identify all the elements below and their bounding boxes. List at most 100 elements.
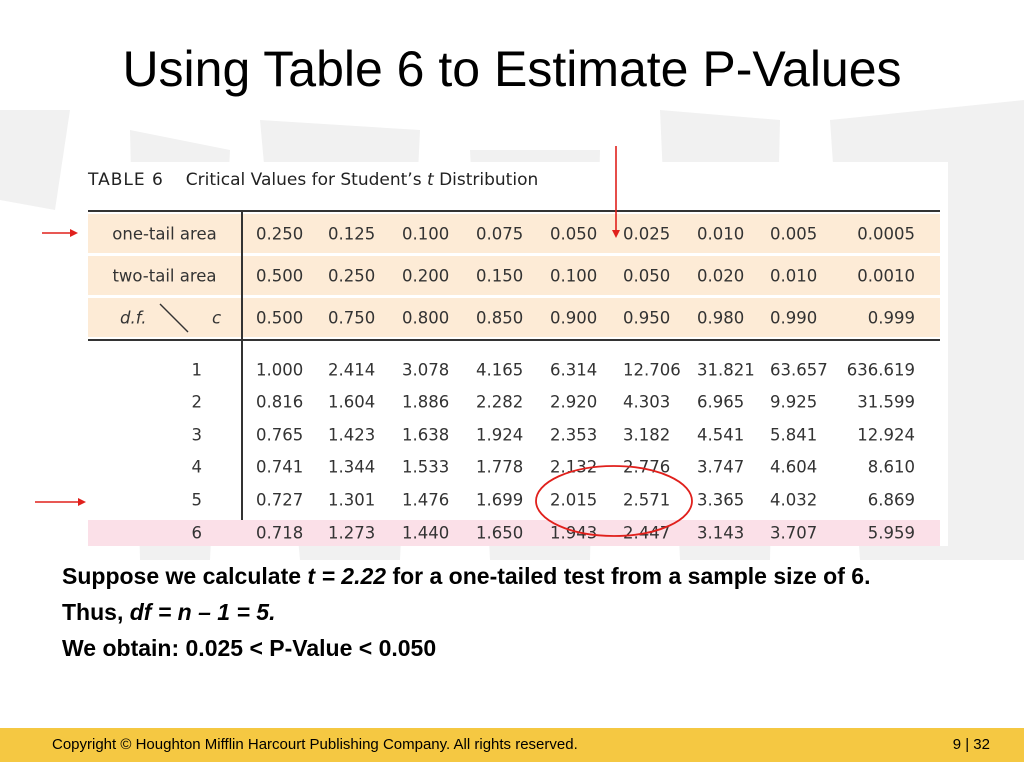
table-cell: 2.447: [623, 523, 671, 543]
explanation-line-1: Suppose we calculate t = 2.22 for a one-…: [62, 563, 871, 589]
table-row: 5 0.727 1.301 1.476 1.699 2.015 2.571 3.365 4.03…: [88, 487, 940, 513]
df-c-diagonal: [159, 303, 189, 333]
table-cell: 2.282: [476, 392, 524, 412]
table-cell: 31.821: [697, 360, 755, 380]
table-cell: 4.032: [770, 490, 818, 510]
table-cell: 0.850: [476, 308, 524, 327]
table-cell: 4.541: [697, 425, 745, 445]
table-cell: 1.778: [476, 457, 524, 477]
table-cell: 3.747: [697, 457, 745, 477]
table-cell: 0.150: [476, 266, 524, 285]
table-row: 3 0.765 1.423 1.638 1.924 2.353 3.182 4.541 5.84…: [88, 422, 940, 448]
table-cell: 0.010: [770, 266, 818, 285]
table-cell: 2.571: [623, 490, 671, 510]
table-caption-variable: t: [426, 170, 434, 190]
table-cell: 0.750: [328, 308, 376, 327]
table-cell: 2.015: [550, 490, 598, 510]
table-cell: 0.125: [328, 224, 376, 243]
table-cell: 0.900: [550, 308, 598, 327]
table-cell: 0.500: [256, 308, 304, 327]
one-tail-row: one-tail area 0.250 0.125 0.100 0.075 0.050 0…: [88, 214, 940, 253]
table-cell: 0.0010: [857, 266, 915, 285]
table-cell: 5.959: [867, 523, 915, 543]
table-cell: 0.999: [867, 308, 915, 327]
table-cell: 636.619: [846, 360, 915, 380]
footer-bar: Copyright © Houghton Mifflin Harcourt Pu…: [0, 728, 1024, 762]
c-header: c: [212, 308, 222, 327]
table-cell: 0.741: [256, 457, 304, 477]
table-cell: 1.533: [402, 457, 450, 477]
one-tail-label: one-tail area: [112, 224, 217, 243]
table-cell: 8.610: [867, 457, 915, 477]
table-cell: 1.476: [402, 490, 450, 510]
table-cell: 0.950: [623, 308, 671, 327]
df-cell: 2: [191, 392, 203, 412]
table-cell: 0.200: [402, 266, 450, 285]
table-cell: 1.650: [476, 523, 524, 543]
explanation-text: Suppose we calculate t = 2.22 for a one-…: [62, 562, 962, 670]
table-row: 2 0.816 1.604 1.886 2.282 2.920 4.303 6.965 9.92…: [88, 389, 940, 415]
table-cell: 12.924: [857, 425, 915, 445]
table-cell: 0.025: [623, 224, 671, 243]
df-cell: 6: [191, 523, 203, 543]
confidence-row: d.f. c 0.500 0.750 0.800 0.850 0.900 0.950 0.9…: [88, 298, 940, 337]
table-cell: 6.314: [550, 360, 598, 380]
table-cell: 0.250: [256, 224, 304, 243]
two-tail-row: two-tail area 0.500 0.250 0.200 0.150 0.100 0…: [88, 256, 940, 295]
df-cell: 3: [191, 425, 203, 445]
df-cell: 4: [191, 457, 203, 477]
table-cell: 0.0005: [857, 224, 915, 243]
table-cell: 0.500: [256, 266, 304, 285]
table-cell: 0.816: [256, 392, 304, 412]
table-cell: 2.920: [550, 392, 598, 412]
table-cell: 2.353: [550, 425, 598, 445]
table-cell: 12.706: [623, 360, 681, 380]
table-cell: 1.000: [256, 360, 304, 380]
table-caption-suffix: Distribution: [439, 170, 539, 190]
table-cell: 63.657: [770, 360, 828, 380]
table-header-rule: [88, 339, 940, 341]
table-cell: 3.365: [697, 490, 745, 510]
two-tail-label: two-tail area: [112, 266, 217, 285]
table-cell: 0.100: [402, 224, 450, 243]
table-cell: 31.599: [857, 392, 915, 412]
df-cell: 5: [191, 490, 203, 510]
df-header: d.f.: [120, 308, 147, 327]
table-cell: 9.925: [770, 392, 818, 412]
table-cell: 0.005: [770, 224, 818, 243]
table-row: 4 0.741 1.344 1.533 1.778 2.132 2.776 3.747 4.60…: [88, 454, 940, 480]
table-cell: 0.075: [476, 224, 524, 243]
table-cell: 0.050: [550, 224, 598, 243]
table-cell: 3.182: [623, 425, 671, 445]
table-cell: 0.980: [697, 308, 745, 327]
table-cell: 1.440: [402, 523, 450, 543]
footer-page-number: 9 | 32: [952, 736, 990, 753]
table-cell: 1.273: [328, 523, 376, 543]
table-cell: 6.965: [697, 392, 745, 412]
footer-copyright: Copyright © Houghton Mifflin Harcourt Pu…: [52, 736, 578, 753]
table-cell: 1.924: [476, 425, 524, 445]
table-row: 6 0.718 1.273 1.440 1.650 1.943 2.447 3.143 3.70…: [88, 520, 940, 546]
slide-title: Using Table 6 to Estimate P-Values: [122, 41, 902, 97]
table-cell: 1.344: [328, 457, 376, 477]
table-cell: 0.100: [550, 266, 598, 285]
table-cell: 0.020: [697, 266, 745, 285]
table-cell: 1.604: [328, 392, 376, 412]
table-cell: 2.776: [623, 457, 671, 477]
table-cell: 1.638: [402, 425, 450, 445]
table-caption-text: Critical Values for Student’s: [185, 170, 422, 190]
table-cell: 0.990: [770, 308, 818, 327]
table-caption: TABLE 6 Critical Values for Student’s t D…: [88, 170, 538, 190]
table-cell: 4.165: [476, 360, 524, 380]
table-cell: 6.869: [867, 490, 915, 510]
table-cell: 5.841: [770, 425, 818, 445]
table-cell: 0.010: [697, 224, 745, 243]
table-cell: 2.132: [550, 457, 598, 477]
table-cell: 3.707: [770, 523, 818, 543]
table-cell: 0.050: [623, 266, 671, 285]
table-top-rule: [88, 210, 940, 212]
table-cell: 1.886: [402, 392, 450, 412]
table-cell: 1.301: [328, 490, 376, 510]
table-cell: 0.765: [256, 425, 304, 445]
